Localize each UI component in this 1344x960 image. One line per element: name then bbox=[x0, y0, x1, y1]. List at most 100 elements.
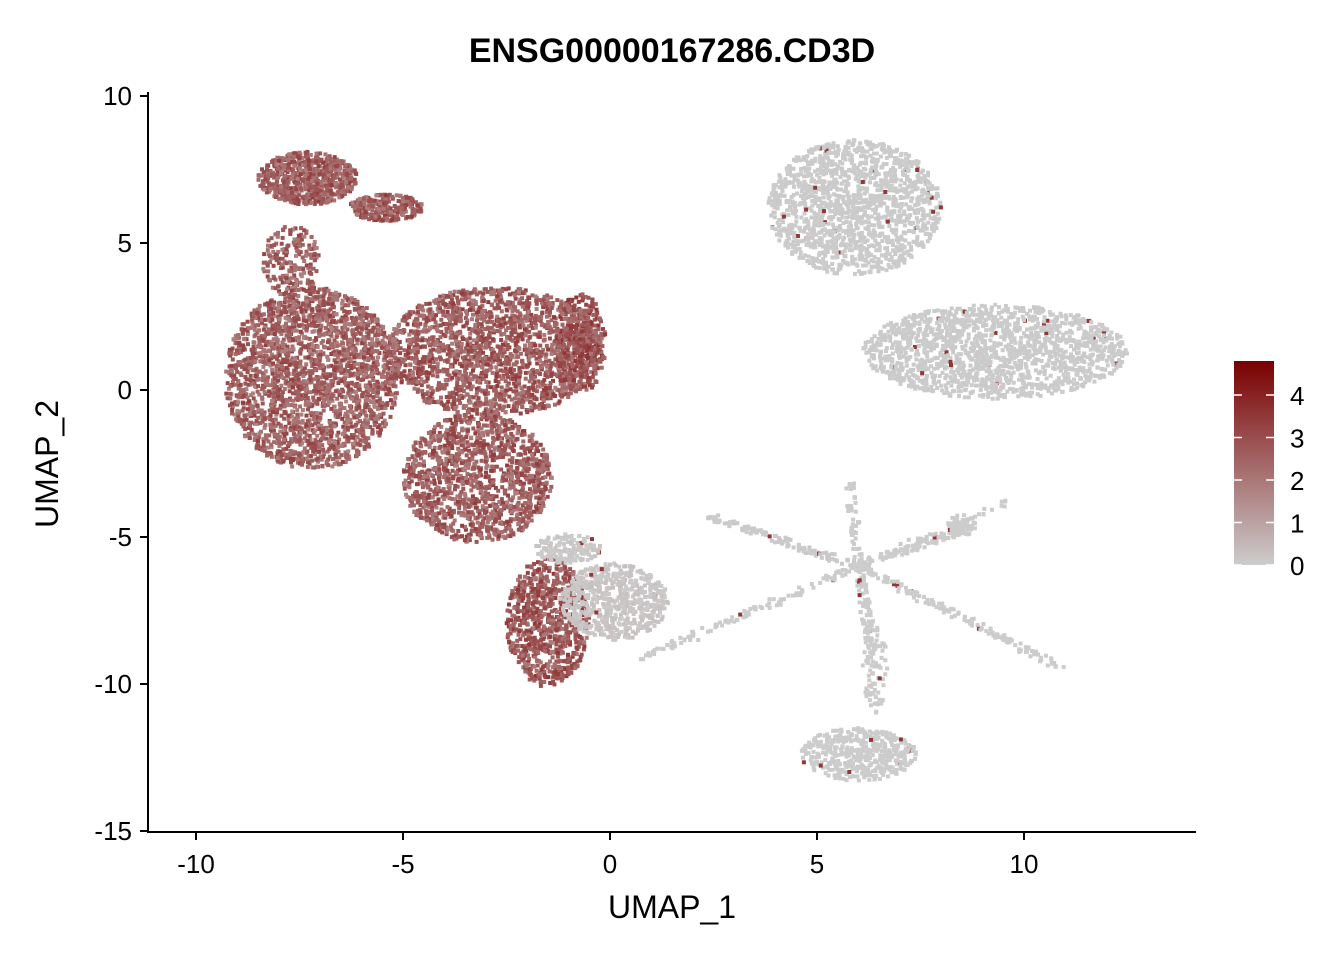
cell-point bbox=[282, 387, 287, 391]
cell-point bbox=[315, 375, 320, 379]
cell-point bbox=[439, 385, 444, 390]
cell-point bbox=[447, 347, 452, 352]
cell-point bbox=[489, 314, 494, 319]
cell-point bbox=[340, 183, 345, 188]
cell-point bbox=[349, 373, 353, 378]
cell-point bbox=[303, 309, 308, 314]
cell-point bbox=[458, 401, 463, 406]
cell-point bbox=[540, 301, 545, 306]
cell-point bbox=[511, 362, 516, 367]
cell-point bbox=[383, 406, 388, 410]
cell-point bbox=[545, 392, 550, 397]
cell-point bbox=[345, 173, 350, 178]
cell-point bbox=[336, 445, 340, 449]
cell-point bbox=[547, 358, 552, 363]
cell-point bbox=[486, 380, 491, 385]
cell-point bbox=[548, 364, 553, 369]
cell-point bbox=[487, 310, 492, 315]
cell-point bbox=[438, 306, 442, 311]
cell-point bbox=[268, 363, 273, 368]
cell-point bbox=[492, 404, 496, 409]
cell-point bbox=[239, 421, 244, 426]
cell-point bbox=[352, 206, 357, 211]
cell-point bbox=[296, 454, 301, 458]
cell-point bbox=[321, 364, 325, 369]
cell-point bbox=[403, 203, 408, 208]
cell-point bbox=[479, 335, 484, 340]
cell-point bbox=[344, 180, 349, 184]
cell-point bbox=[409, 356, 414, 361]
cell-point bbox=[227, 370, 232, 375]
cell-point bbox=[278, 303, 283, 308]
cell-point bbox=[238, 417, 243, 422]
cell-point bbox=[349, 315, 354, 320]
cell-point bbox=[280, 256, 285, 261]
cell-point bbox=[450, 304, 455, 309]
cell-point bbox=[407, 310, 412, 315]
cell-point bbox=[440, 343, 445, 348]
cell-point bbox=[291, 347, 296, 352]
cell-point bbox=[315, 197, 320, 202]
cell-point bbox=[289, 288, 294, 293]
cell-point bbox=[309, 235, 314, 239]
cell-point bbox=[243, 427, 248, 431]
cell-point bbox=[379, 414, 384, 419]
cell-point bbox=[330, 392, 335, 397]
cell-point bbox=[361, 208, 366, 213]
cell-point bbox=[359, 349, 364, 354]
cell-point bbox=[253, 373, 258, 378]
cell-point bbox=[409, 214, 414, 219]
cell-point bbox=[421, 380, 426, 384]
cell-point bbox=[287, 152, 292, 157]
cell-point bbox=[467, 326, 472, 331]
cell-point bbox=[317, 358, 322, 363]
cell-point bbox=[382, 213, 387, 218]
cell-point bbox=[594, 351, 598, 356]
cell-point bbox=[308, 182, 313, 187]
cell-point bbox=[381, 369, 386, 374]
cell-point bbox=[363, 210, 368, 215]
cell-point bbox=[390, 361, 395, 366]
cell-point bbox=[495, 369, 500, 374]
cell-point bbox=[315, 305, 320, 310]
cell-point bbox=[531, 376, 536, 381]
cell-point bbox=[340, 459, 345, 464]
cell-point bbox=[534, 389, 539, 394]
cell-point bbox=[234, 341, 239, 346]
cell-point bbox=[287, 442, 292, 447]
cell-point bbox=[282, 437, 286, 442]
cell-point bbox=[406, 355, 411, 360]
cell-point bbox=[559, 299, 564, 304]
cell-point bbox=[237, 393, 242, 398]
cell-point bbox=[448, 300, 453, 305]
cell-point bbox=[266, 243, 270, 248]
cell-point bbox=[549, 351, 554, 356]
cell-point bbox=[299, 429, 304, 434]
cell-point bbox=[258, 344, 263, 348]
cell-point bbox=[280, 247, 285, 252]
cell-point bbox=[259, 350, 264, 355]
cell-point bbox=[269, 339, 274, 344]
cell-point bbox=[285, 162, 290, 167]
cell-point bbox=[290, 344, 295, 349]
cell-point bbox=[321, 160, 326, 165]
cell-point bbox=[338, 405, 343, 410]
cell-point bbox=[313, 368, 318, 372]
cell-point bbox=[390, 194, 395, 199]
cell-point bbox=[229, 373, 234, 378]
cell-point bbox=[239, 350, 244, 354]
cell-point bbox=[312, 362, 317, 367]
cell-point bbox=[400, 213, 405, 217]
cell-point bbox=[293, 450, 297, 455]
cell-point bbox=[368, 425, 373, 429]
cell-point bbox=[359, 215, 364, 219]
cell-point bbox=[407, 373, 412, 378]
cell-point bbox=[505, 300, 510, 305]
cell-point bbox=[532, 405, 537, 410]
cell-point bbox=[288, 298, 293, 303]
cell-point bbox=[246, 326, 251, 331]
cell-point bbox=[513, 408, 518, 413]
cell-point bbox=[334, 171, 339, 176]
cell-point bbox=[261, 266, 266, 271]
cell-point bbox=[270, 346, 275, 351]
